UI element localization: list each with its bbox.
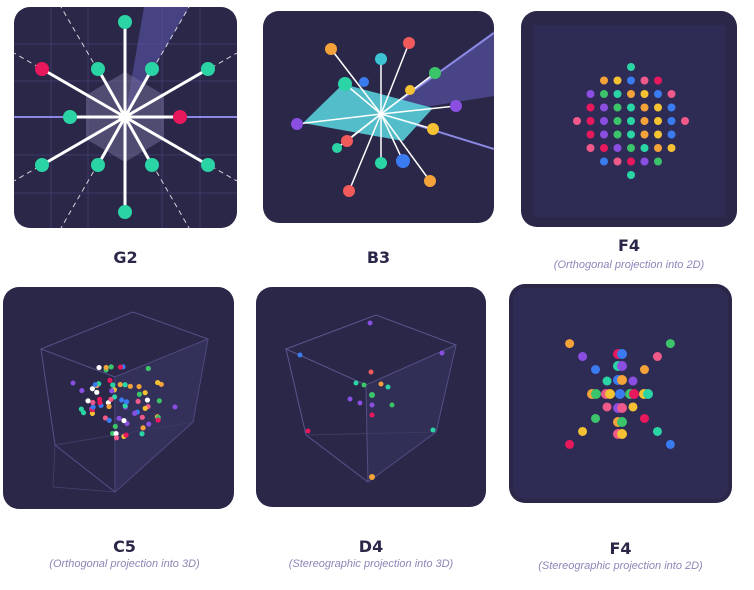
card-title: D4 — [358, 537, 384, 556]
b3-diagram — [291, 31, 494, 197]
card-title: B3 — [366, 248, 391, 267]
b3-root-system-card[interactable] — [263, 11, 494, 223]
g2-root-system-card[interactable] — [14, 7, 237, 228]
d4-diagram — [284, 314, 458, 483]
card-subtitle: (Orthogonal projection into 2D) — [553, 259, 705, 271]
card-subtitle: (Stereographic projection into 2D) — [538, 560, 703, 572]
card-title: F4 — [609, 539, 632, 558]
card-title: C5 — [113, 537, 136, 556]
f4-orthogonal-diagram — [533, 25, 725, 217]
d4-root-system-card[interactable] — [256, 287, 486, 507]
f4-orthogonal-2d-card[interactable] — [521, 11, 737, 227]
c5-diagram — [39, 311, 210, 493]
card-title: G2 — [113, 248, 138, 267]
c5-root-system-card[interactable] — [3, 287, 234, 509]
f4-stereographic-2d-card[interactable] — [509, 284, 732, 503]
g2-diagram — [14, 7, 237, 228]
card-subtitle: (Stereographic projection into 3D) — [288, 558, 454, 570]
card-title: F4 — [617, 236, 641, 255]
f4-stereographic-diagram — [513, 288, 728, 499]
card-subtitle: (Orthogonal projection into 3D) — [49, 558, 200, 570]
